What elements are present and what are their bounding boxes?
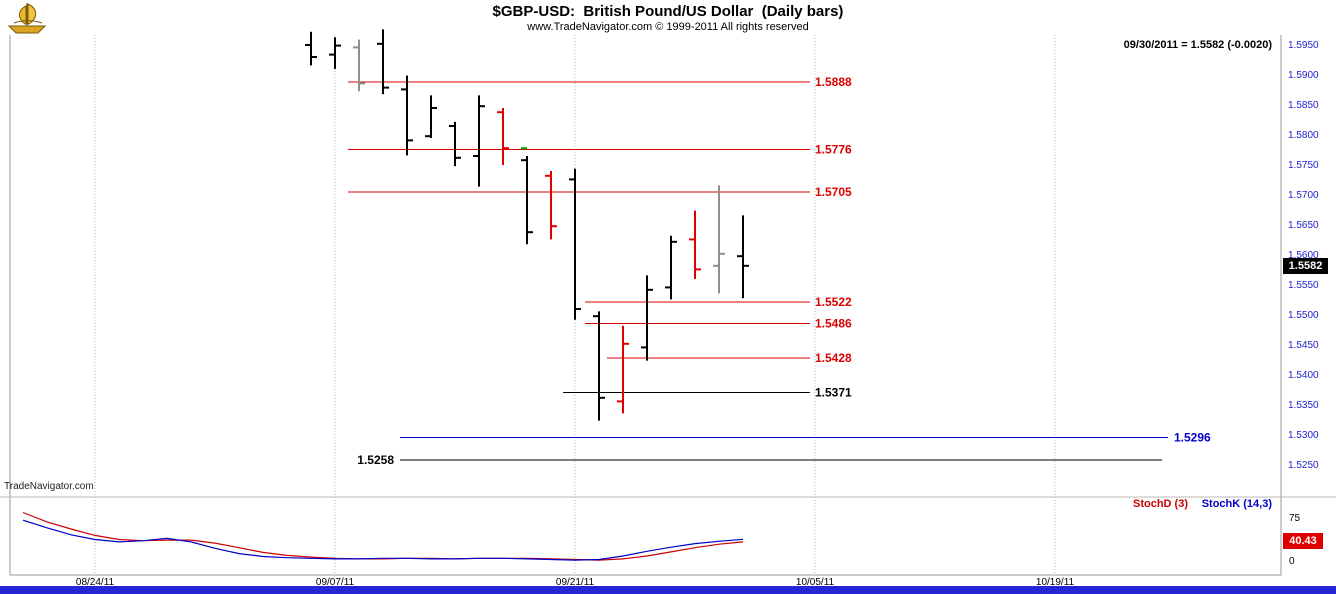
price-axis-tick: 1.5650: [1288, 220, 1319, 231]
x-axis-date-label: 09/21/11: [556, 577, 595, 588]
ohlc-bar: [353, 39, 365, 92]
price-axis-tick: 1.5850: [1288, 100, 1319, 111]
ohlc-bar: [617, 325, 629, 414]
window-bottom-border: [0, 586, 1336, 594]
price-axis-tick: 1.5900: [1288, 70, 1319, 81]
ohlc-bar: [569, 168, 581, 320]
price-axis-tick: 1.5750: [1288, 160, 1319, 171]
ohlc-bar: [665, 235, 677, 300]
ohlc-bar: [737, 215, 749, 299]
price-axis-tick: 1.5600: [1288, 250, 1319, 261]
ohlc-bar: [473, 95, 485, 187]
stochd-legend[interactable]: StochD (3): [1133, 498, 1188, 510]
price-axis-tick: 1.5550: [1288, 280, 1319, 291]
price-axis-tick: 1.5950: [1288, 40, 1319, 51]
x-axis-date-label: 09/07/11: [316, 577, 355, 588]
stoch-scale-75-label: 75: [1289, 513, 1301, 524]
ohlc-bar: [545, 171, 557, 240]
watermark-text: TradeNavigator.com: [4, 481, 94, 492]
price-axis-tick: 1.5500: [1288, 310, 1319, 321]
current-price-tag: 1.5582: [1283, 258, 1328, 274]
price-axis-tick: 1.5350: [1288, 400, 1319, 411]
price-axis-tick: 1.5250: [1288, 460, 1319, 471]
price-axis-tick: 1.5450: [1288, 340, 1319, 351]
price-level-label: 1.5888: [815, 75, 852, 89]
ohlc-bar: [689, 210, 701, 279]
price-axis-tick: 1.5800: [1288, 130, 1319, 141]
ohlc-bar: [329, 37, 341, 69]
stoch-last-value-tag: 40.43: [1283, 533, 1323, 549]
price-level-label: 1.5428: [815, 351, 852, 365]
ohlc-bar: [497, 108, 509, 165]
stochd-line: [22, 511, 744, 561]
ohlc-bar: [449, 121, 461, 167]
price-level-label: 1.5296: [1174, 430, 1211, 444]
ohlc-bar: [521, 156, 533, 245]
price-level-label: 1.5258: [357, 453, 394, 467]
last-quote-readout: 09/30/2011 = 1.5582 (-0.0020): [1123, 39, 1272, 51]
stoch-scale-0-label: 0: [1289, 556, 1295, 567]
price-level-label: 1.5522: [815, 295, 852, 309]
ohlc-bar: [425, 95, 437, 138]
copyright-subtitle: www.TradeNavigator.com © 1999-2011 All r…: [527, 21, 809, 33]
x-axis-date-label: 10/05/11: [796, 577, 835, 588]
ohlc-bar: [593, 311, 605, 421]
price-axis-tick: 1.5400: [1288, 370, 1319, 381]
ohlc-bar: [377, 29, 389, 95]
price-level-label: 1.5486: [815, 316, 852, 330]
price-level-label: 1.5705: [815, 185, 852, 199]
stochk-line: [22, 519, 744, 561]
ohlc-bar: [713, 185, 725, 294]
price-level-label: 1.5776: [815, 142, 852, 156]
x-axis-date-label: 10/19/11: [1036, 577, 1075, 588]
ohlc-bar: [305, 31, 317, 66]
x-axis-date-label: 08/24/11: [76, 577, 115, 588]
price-axis-tick: 1.5700: [1288, 190, 1319, 201]
price-level-label: 1.5371: [815, 385, 852, 399]
trade-navigator-ship-logo: [7, 3, 47, 34]
stochk-legend[interactable]: StochK (14,3): [1201, 498, 1272, 510]
ohlc-bar: [641, 275, 653, 361]
price-axis-tick: 1.5300: [1288, 430, 1319, 441]
ohlc-bar: [401, 75, 413, 156]
chart-title: $GBP-USD: British Pound/US Dollar (Daily…: [492, 3, 844, 20]
